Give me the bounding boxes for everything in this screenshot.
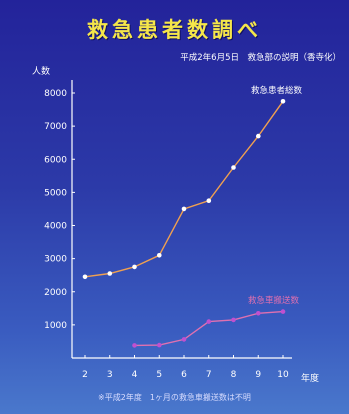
y-tick-label: 4000	[44, 222, 67, 232]
x-axis-label: 年度	[301, 374, 320, 384]
x-axis-ticks: 2 3 4 5 6 7 8 9 10	[82, 355, 289, 380]
data-point-total	[157, 253, 162, 258]
x-tick-label: 3	[107, 370, 113, 380]
x-tick-label: 7	[206, 370, 212, 380]
y-tick-label: 7000	[44, 122, 67, 132]
y-axis-label: 人数	[32, 67, 51, 77]
y-tick-label: 8000	[44, 89, 67, 99]
footnote: ※平成2年度 1ヶ月の救急車搬送数は不明	[98, 393, 251, 402]
axes	[71, 80, 292, 359]
data-point-total	[107, 271, 113, 276]
x-tick-label: 10	[277, 370, 289, 380]
y-tick-label: 5000	[44, 188, 67, 198]
y-tick-label: 1000	[44, 321, 67, 331]
y-tick-label: 6000	[44, 155, 67, 165]
series-line-ambulance	[134, 310, 284, 347]
data-point-ambulance	[132, 343, 137, 348]
data-point-total	[82, 274, 88, 280]
data-point-ambulance	[231, 317, 236, 323]
x-tick-label: 8	[231, 370, 237, 380]
chart-subtitle: 平成2年6月5日 救急部の説明（香寺化）	[180, 53, 341, 63]
series-layer	[82, 99, 286, 348]
data-point-ambulance	[181, 337, 187, 342]
x-tick-label: 5	[156, 370, 162, 380]
data-point-ambulance	[255, 311, 261, 316]
data-point-total	[280, 99, 286, 104]
x-tick-label: 4	[132, 370, 138, 380]
data-point-ambulance	[206, 319, 212, 324]
series-label-ambulance: 救急車搬送数	[248, 296, 300, 306]
series-label-total: 救急患者総数	[251, 86, 303, 96]
y-axis-ticks: 1000 2000 3000 4000 5000 6000 7000 8000	[44, 89, 75, 331]
data-point-ambulance	[157, 342, 162, 348]
data-point-total	[181, 206, 187, 212]
data-point-total	[132, 264, 137, 270]
data-point-total	[206, 198, 212, 203]
y-tick-label: 3000	[44, 255, 67, 265]
data-point-ambulance	[280, 309, 286, 314]
data-point-total	[255, 133, 261, 139]
x-tick-label: 9	[255, 370, 261, 380]
series-line-total	[84, 100, 284, 278]
x-tick-label: 2	[82, 370, 88, 380]
x-tick-label: 6	[181, 370, 187, 380]
chart-title: 救急患者数調べ	[87, 18, 262, 42]
data-point-total	[231, 165, 236, 170]
y-tick-label: 2000	[44, 288, 67, 298]
